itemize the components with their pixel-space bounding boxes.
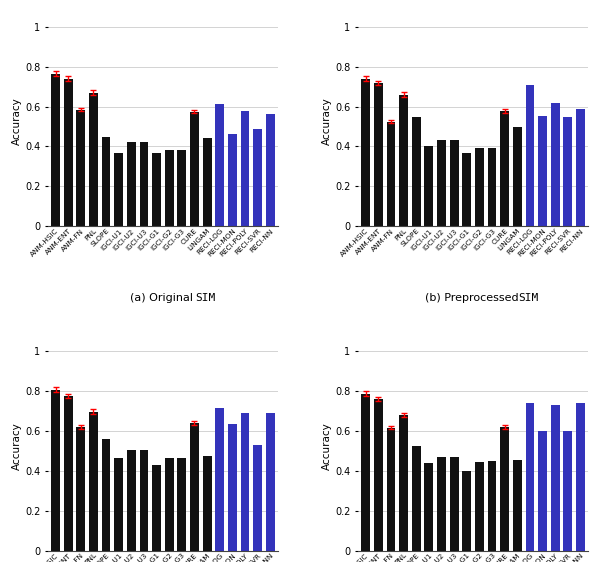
- Bar: [526, 85, 535, 226]
- Bar: [89, 411, 98, 551]
- Bar: [215, 103, 224, 226]
- Bar: [215, 408, 224, 551]
- Bar: [450, 140, 458, 226]
- Bar: [551, 103, 560, 226]
- Bar: [228, 134, 237, 226]
- Bar: [463, 153, 471, 226]
- Bar: [551, 405, 560, 551]
- Bar: [437, 457, 446, 551]
- Bar: [89, 93, 98, 226]
- Bar: [127, 143, 136, 226]
- Bar: [140, 450, 148, 551]
- Bar: [190, 112, 199, 226]
- Bar: [266, 114, 275, 226]
- Bar: [500, 427, 509, 551]
- Bar: [203, 138, 212, 226]
- Bar: [64, 79, 73, 226]
- Y-axis label: Accuracy: Accuracy: [12, 422, 22, 470]
- Bar: [463, 472, 471, 551]
- Bar: [513, 127, 522, 226]
- Bar: [424, 147, 433, 226]
- Text: (b) Preprocessed: (b) Preprocessed: [425, 293, 521, 303]
- Bar: [51, 389, 60, 551]
- Bar: [190, 423, 199, 551]
- Bar: [51, 74, 60, 226]
- Bar: [488, 461, 496, 551]
- Bar: [76, 427, 85, 551]
- Bar: [399, 94, 408, 226]
- Bar: [526, 403, 535, 551]
- Bar: [253, 129, 262, 226]
- Text: SIM: SIM: [195, 293, 215, 303]
- Bar: [127, 450, 136, 551]
- Bar: [412, 116, 421, 226]
- Y-axis label: Accuracy: Accuracy: [322, 98, 332, 146]
- Bar: [538, 431, 547, 551]
- Bar: [500, 111, 509, 226]
- Bar: [374, 83, 383, 226]
- Bar: [178, 458, 186, 551]
- Bar: [152, 465, 161, 551]
- Bar: [114, 153, 123, 226]
- Bar: [399, 415, 408, 551]
- Bar: [576, 403, 585, 551]
- Bar: [114, 458, 123, 551]
- Bar: [64, 396, 73, 551]
- Bar: [165, 151, 173, 226]
- Bar: [475, 462, 484, 551]
- Bar: [563, 116, 572, 226]
- Text: (a) Original: (a) Original: [130, 293, 196, 303]
- Bar: [241, 111, 250, 226]
- Bar: [178, 151, 186, 226]
- Bar: [165, 458, 173, 551]
- Y-axis label: Accuracy: Accuracy: [322, 422, 332, 470]
- Bar: [412, 446, 421, 551]
- Bar: [228, 424, 237, 551]
- Bar: [361, 393, 370, 551]
- Bar: [386, 428, 395, 551]
- Bar: [488, 148, 496, 226]
- Bar: [475, 148, 484, 226]
- Bar: [513, 460, 522, 551]
- Bar: [101, 137, 110, 226]
- Bar: [266, 413, 275, 551]
- Bar: [253, 446, 262, 551]
- Bar: [152, 153, 161, 226]
- Bar: [374, 399, 383, 551]
- Y-axis label: Accuracy: Accuracy: [12, 98, 22, 146]
- Bar: [563, 431, 572, 551]
- Bar: [361, 79, 370, 226]
- Bar: [76, 110, 85, 226]
- Bar: [140, 143, 148, 226]
- Bar: [386, 121, 395, 226]
- Bar: [424, 464, 433, 551]
- Bar: [437, 140, 446, 226]
- Bar: [203, 456, 212, 551]
- Bar: [450, 457, 458, 551]
- Text: SIM: SIM: [518, 293, 539, 303]
- Bar: [241, 413, 250, 551]
- Bar: [538, 116, 547, 226]
- Bar: [101, 439, 110, 551]
- Bar: [576, 108, 585, 226]
